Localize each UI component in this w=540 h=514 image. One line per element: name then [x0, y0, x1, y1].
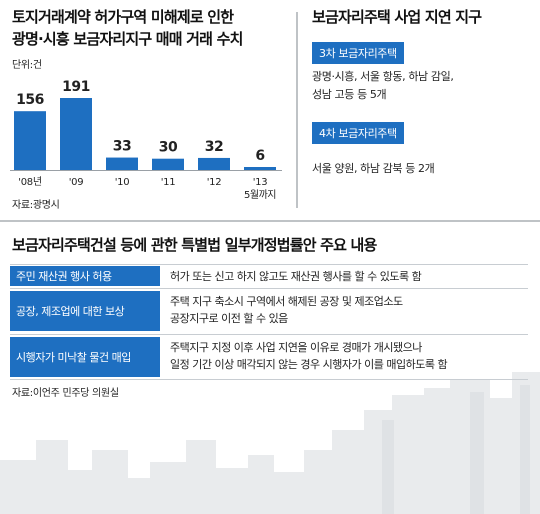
row-text-line2: 일정 기간 이상 매각되지 않는 경우 시행자가 이를 매입하도록 함: [170, 358, 448, 371]
x-tick-label: '12: [207, 177, 222, 188]
tag-4th-bogeumjari: 4차 보금자리주택: [312, 122, 404, 144]
row-label: 시행자가 미낙찰 물건 매입: [10, 337, 160, 377]
right-panel-title: 보금자리주택 사업 지연 지구: [312, 8, 482, 26]
row-text-line1: 주택지구 지정 이후 사업 지연을 이유로 경매가 개시됐으나: [170, 341, 422, 354]
row-label: 주민 재산권 행사 허용: [10, 266, 160, 286]
group-4th-line1: 서울 양원, 하남 감북 등 2개: [312, 162, 435, 175]
bar: [106, 157, 138, 170]
bottom-title: 보금자리주택건설 등에 관한 특별법 일부개정법률안 주요 내용: [12, 236, 377, 254]
tag-3rd-bogeumjari: 3차 보금자리주택: [312, 42, 404, 64]
bar: [244, 167, 276, 170]
bar-value-label: 33: [113, 139, 131, 155]
x-tick-sublabel: 5월까지: [244, 189, 276, 201]
bar-value-label: 32: [205, 139, 223, 155]
x-tick-label: '10: [115, 177, 130, 188]
panel-divider: [296, 12, 298, 208]
table-row: 공장, 제조업에 대한 보상 주택 지구 축소시 구역에서 해제된 공장 및 제…: [10, 288, 528, 333]
bar-value-label: 156: [16, 92, 44, 108]
section-divider: [0, 220, 540, 222]
table-row: 시행자가 미낙찰 물건 매입 주택지구 지정 이후 사업 지연을 이유로 경매가…: [10, 334, 528, 380]
bar: [60, 98, 92, 170]
x-tick-label: '13: [253, 177, 268, 188]
group-3rd-line1: 광명·시흥, 서울 항동, 하남 감일,: [312, 70, 454, 83]
row-text-line1: 주택 지구 축소시 구역에서 해제된 공장 및 제조업소도: [170, 295, 403, 308]
bar-value-label: 6: [255, 148, 264, 164]
x-tick-label: '11: [161, 177, 176, 188]
row-label: 공장, 제조업에 대한 보상: [10, 291, 160, 331]
row-text-line1: 허가 또는 신고 하지 않고도 재산권 행사를 할 수 있도록 함: [170, 270, 422, 283]
group-3rd-line2: 성남 고등 등 5개: [312, 88, 387, 101]
bar-value-label: 30: [159, 140, 178, 156]
row-text-line2: 공장지구로 이전 할 수 있음: [170, 312, 288, 325]
x-tick-label: '08년: [18, 176, 42, 188]
bar-value-label: 191: [62, 79, 90, 95]
bar: [14, 111, 46, 170]
bar: [152, 158, 184, 170]
table-row: 주민 재산권 행사 허용 허가 또는 신고 하지 않고도 재산권 행사를 할 수…: [10, 264, 528, 287]
source-left: 자료:광명시: [12, 200, 60, 211]
chart-title-line1: 토지거래계약 허가구역 미해제로 인한: [12, 8, 234, 26]
chart-title-line2: 광명·시흥 보금자리지구 매매 거래 수치: [12, 30, 243, 48]
bar: [198, 157, 230, 170]
unit-label: 단위:건: [12, 60, 42, 71]
source-bottom: 자료:이언주 민주당 의원실: [12, 388, 119, 399]
x-tick-label: '09: [69, 177, 84, 188]
